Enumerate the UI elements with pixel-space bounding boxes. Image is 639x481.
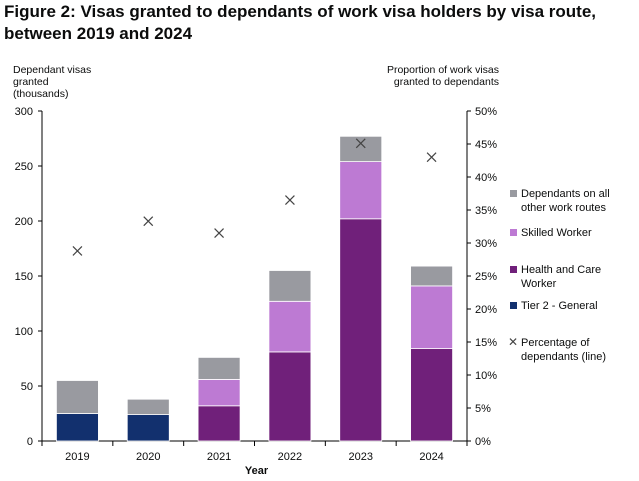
bar-segment-health (410, 348, 453, 442)
y2-tick-label: 10% (475, 370, 497, 382)
bar-segment-skilled (410, 285, 453, 349)
legend-label-health: Health and Care Worker (521, 264, 602, 290)
y2-tick-label: 5% (475, 403, 491, 415)
y-tick-label: 150 (15, 271, 33, 283)
x-tick-label: 2019 (65, 451, 89, 463)
legend-swatch-tier2 (510, 302, 517, 309)
y2-tick-label: 15% (475, 337, 497, 349)
percentage-marker (355, 138, 366, 149)
x-axis-title: Year (245, 465, 269, 477)
x-tick-label: 2024 (419, 451, 443, 463)
percentage-marker (72, 245, 83, 256)
bar-segment-other (197, 356, 241, 380)
legend-label-skilled: Skilled Worker (521, 227, 592, 239)
bar-segment-other (126, 398, 170, 416)
x-tick-label: 2023 (349, 451, 373, 463)
bar-segment-tier2 (126, 414, 170, 442)
bar-segment-other (56, 380, 99, 414)
y-tick-label: 50 (21, 381, 33, 393)
y2-tick-label: 50% (475, 106, 497, 118)
left-axis-title: Dependant visas granted (thousands) (13, 64, 92, 100)
y2-tick-label: 45% (475, 139, 497, 151)
y-tick-label: 300 (15, 106, 33, 118)
y2-tick-label: 25% (475, 271, 497, 283)
bar-segment-other (410, 265, 453, 287)
legend-label-tier2: Tier 2 - General (521, 300, 598, 312)
y2-tick-label: 35% (475, 205, 497, 217)
y-tick-label: 200 (15, 216, 33, 228)
y-tick-label: 0 (27, 436, 33, 448)
chart-title: Figure 2: Visas granted to dependants of… (4, 2, 597, 43)
bar-segment-skilled (197, 378, 241, 407)
y2-tick-label: 20% (475, 304, 497, 316)
legend-swatch-other (510, 190, 517, 197)
bar-segment-skilled (268, 300, 312, 353)
y2-tick-label: 40% (475, 172, 497, 184)
x-tick-label: 2021 (207, 451, 231, 463)
y2-tick-label: 0% (475, 436, 491, 448)
y2-tick-label: 30% (475, 238, 497, 250)
y-tick-label: 100 (15, 326, 33, 338)
bar-segment-health (197, 405, 241, 442)
bar-segment-skilled (339, 161, 383, 220)
legend-marker-x-icon: ✕ (508, 335, 519, 349)
bar-segment-other (268, 270, 312, 302)
percentage-marker (143, 216, 154, 227)
legend-label-other: Dependants on all other work routes (521, 188, 610, 214)
x-tick-label: 2022 (278, 451, 302, 463)
legend-swatch-skilled (510, 229, 517, 236)
x-tick-label: 2020 (136, 451, 160, 463)
bar-segment-other (339, 135, 383, 163)
percentage-marker (214, 228, 225, 239)
bar-segment-health (268, 351, 312, 442)
percentage-marker (284, 195, 295, 206)
percentage-marker (426, 152, 437, 163)
bar-segment-tier2 (56, 413, 99, 442)
legend-label-percentage: Percentage of dependants (line) (521, 337, 607, 363)
right-axis-title: Proportion of work visas granted to depe… (386, 64, 499, 88)
bar-segment-health (339, 218, 383, 442)
y-tick-label: 250 (15, 161, 33, 173)
legend-swatch-health (510, 266, 517, 273)
